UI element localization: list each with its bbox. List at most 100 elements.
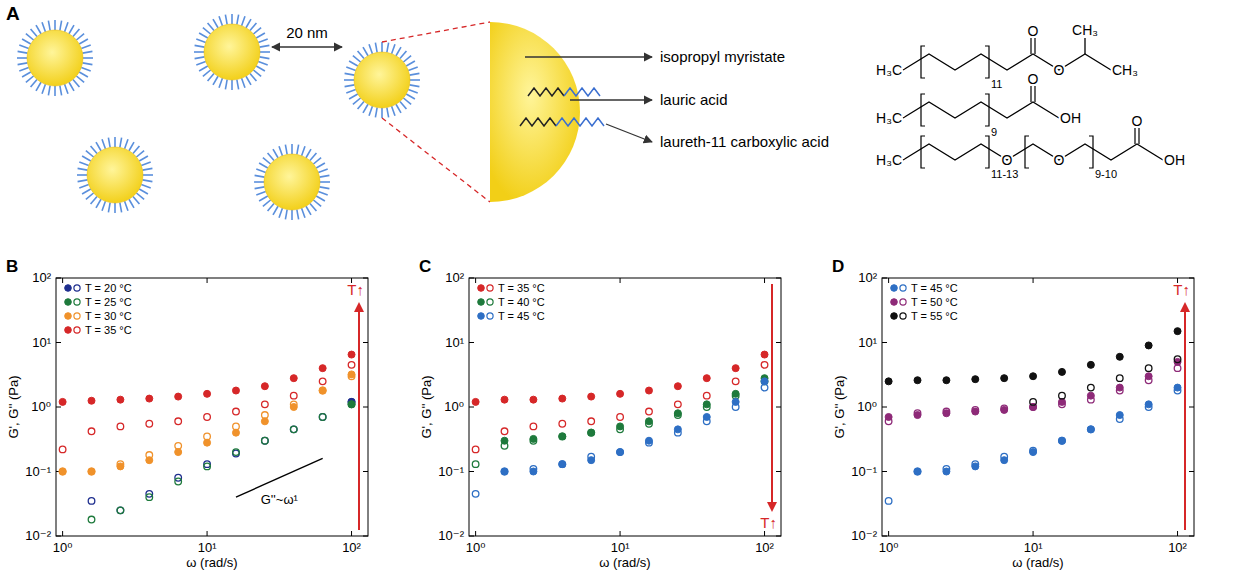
surfactant-hair: [400, 51, 406, 59]
storage-modulus-point: [348, 351, 355, 358]
surfactant-hair: [320, 175, 330, 177]
surfactant-hair: [199, 33, 208, 38]
surfactant-hair: [400, 101, 406, 109]
surfactant-hair: [381, 108, 383, 118]
y-tick: [363, 471, 368, 472]
surfactant-hair: [102, 139, 105, 148]
storage-modulus-point: [885, 378, 892, 385]
surfactant-hair: [381, 42, 383, 52]
surfactant-hair: [60, 21, 62, 31]
surfactant-hair: [143, 168, 153, 170]
storage-modulus-point: [1087, 361, 1094, 368]
droplet: [77, 137, 153, 213]
molecule-chain: [528, 88, 564, 96]
loss-modulus-point: [559, 433, 566, 440]
surfactant-hair: [353, 98, 361, 104]
surfactant-hair: [82, 156, 91, 161]
y-tick: [776, 536, 781, 537]
surfactant-hair: [91, 196, 97, 204]
surfactant-hair: [48, 86, 50, 96]
surfactant-hair: [259, 163, 268, 168]
surfactant-hair: [263, 158, 271, 164]
surfactant-hair: [36, 25, 41, 34]
surfactant-hair: [125, 201, 128, 210]
loss-modulus-point: [588, 453, 595, 460]
y-tick: [363, 536, 368, 537]
surfactant-hair: [406, 61, 415, 66]
surfactant-hair: [26, 34, 34, 40]
loss-modulus-point: [1145, 365, 1152, 372]
storage-modulus-point: [645, 387, 652, 394]
surfactant-hair: [237, 15, 239, 25]
surfactant-hair: [316, 196, 325, 201]
y-tick-label: 10⁻²: [25, 528, 51, 543]
surfactant-hair: [120, 138, 122, 148]
loss-modulus-point: [761, 362, 768, 369]
x-axis-title: ω (rad/s): [186, 555, 237, 570]
loss-modulus-point: [59, 446, 66, 453]
y-tick-label: 10⁻²: [438, 528, 464, 543]
loss-modulus-point: [646, 420, 653, 427]
surfactant-hair: [76, 76, 84, 82]
x-tick-label: 10²: [342, 540, 361, 555]
surfactant-hair: [256, 33, 265, 38]
loss-modulus-point: [617, 426, 624, 433]
surfactant-hair: [73, 79, 79, 87]
droplet: [194, 14, 270, 90]
storage-modulus-point: [1058, 437, 1065, 444]
surfactant-hair: [256, 66, 265, 71]
surfactant-hair: [96, 142, 101, 151]
x-tick: [475, 278, 476, 283]
loss-modulus-point: [1174, 356, 1181, 363]
atom-label: H₃C: [876, 62, 902, 78]
surfactant-hair: [363, 47, 368, 56]
surfactant-hair: [203, 28, 211, 34]
loss-modulus-point: [530, 466, 537, 473]
surfactant-hair: [349, 94, 358, 99]
surfactant-hair: [387, 108, 389, 118]
y-tick: [469, 536, 474, 537]
surfactant-hair: [345, 73, 355, 75]
loss-modulus-point: [732, 378, 739, 385]
surfactant-hair: [306, 206, 311, 215]
x-tick-label: 10²: [1168, 540, 1187, 555]
y-axis-title: G', G'' (Pa): [832, 375, 847, 438]
surfactant-hair: [408, 67, 417, 70]
loss-modulus-point: [943, 466, 950, 473]
bracket: [1025, 136, 1029, 168]
legend-marker: [900, 285, 906, 291]
x-tick: [351, 531, 352, 536]
temperature-label: T↑: [347, 281, 364, 298]
surfactant-hair: [213, 76, 218, 85]
surfactant-hair: [120, 203, 122, 213]
loss-modulus-point: [117, 423, 124, 430]
surfactant-hair: [273, 149, 278, 158]
y-tick: [882, 407, 887, 408]
legend-label: T = 50 °C: [911, 296, 958, 308]
x-tick: [1033, 531, 1034, 536]
surfactant-hair: [318, 169, 327, 172]
loss-modulus-point: [233, 408, 240, 415]
loss-modulus-point: [501, 428, 508, 435]
pointer-arrow: [525, 56, 652, 57]
bracket: [985, 136, 989, 168]
label-line: lauric acid: [660, 91, 728, 108]
legend-marker: [65, 327, 72, 334]
surfactant-hair: [408, 90, 417, 93]
legend-label: T = 30 °C: [85, 310, 132, 322]
surfactant-hair: [302, 146, 305, 155]
atom-label: O: [1028, 23, 1039, 39]
surfactant-hair: [297, 145, 299, 155]
loss-modulus-point: [1088, 396, 1095, 403]
surfactant-hair: [318, 192, 327, 195]
loss-modulus-point: [1059, 401, 1066, 408]
loss-modulus-point: [885, 418, 892, 425]
storage-modulus-point: [290, 375, 297, 382]
surfactant-hair: [254, 181, 264, 183]
surfactant-hair: [392, 44, 395, 53]
surfactant-hair: [108, 203, 110, 213]
loss-modulus-point: [943, 408, 950, 415]
loss-modulus-point: [233, 449, 240, 456]
scale-arrow: [272, 46, 342, 47]
loss-modulus-point: [88, 498, 95, 505]
